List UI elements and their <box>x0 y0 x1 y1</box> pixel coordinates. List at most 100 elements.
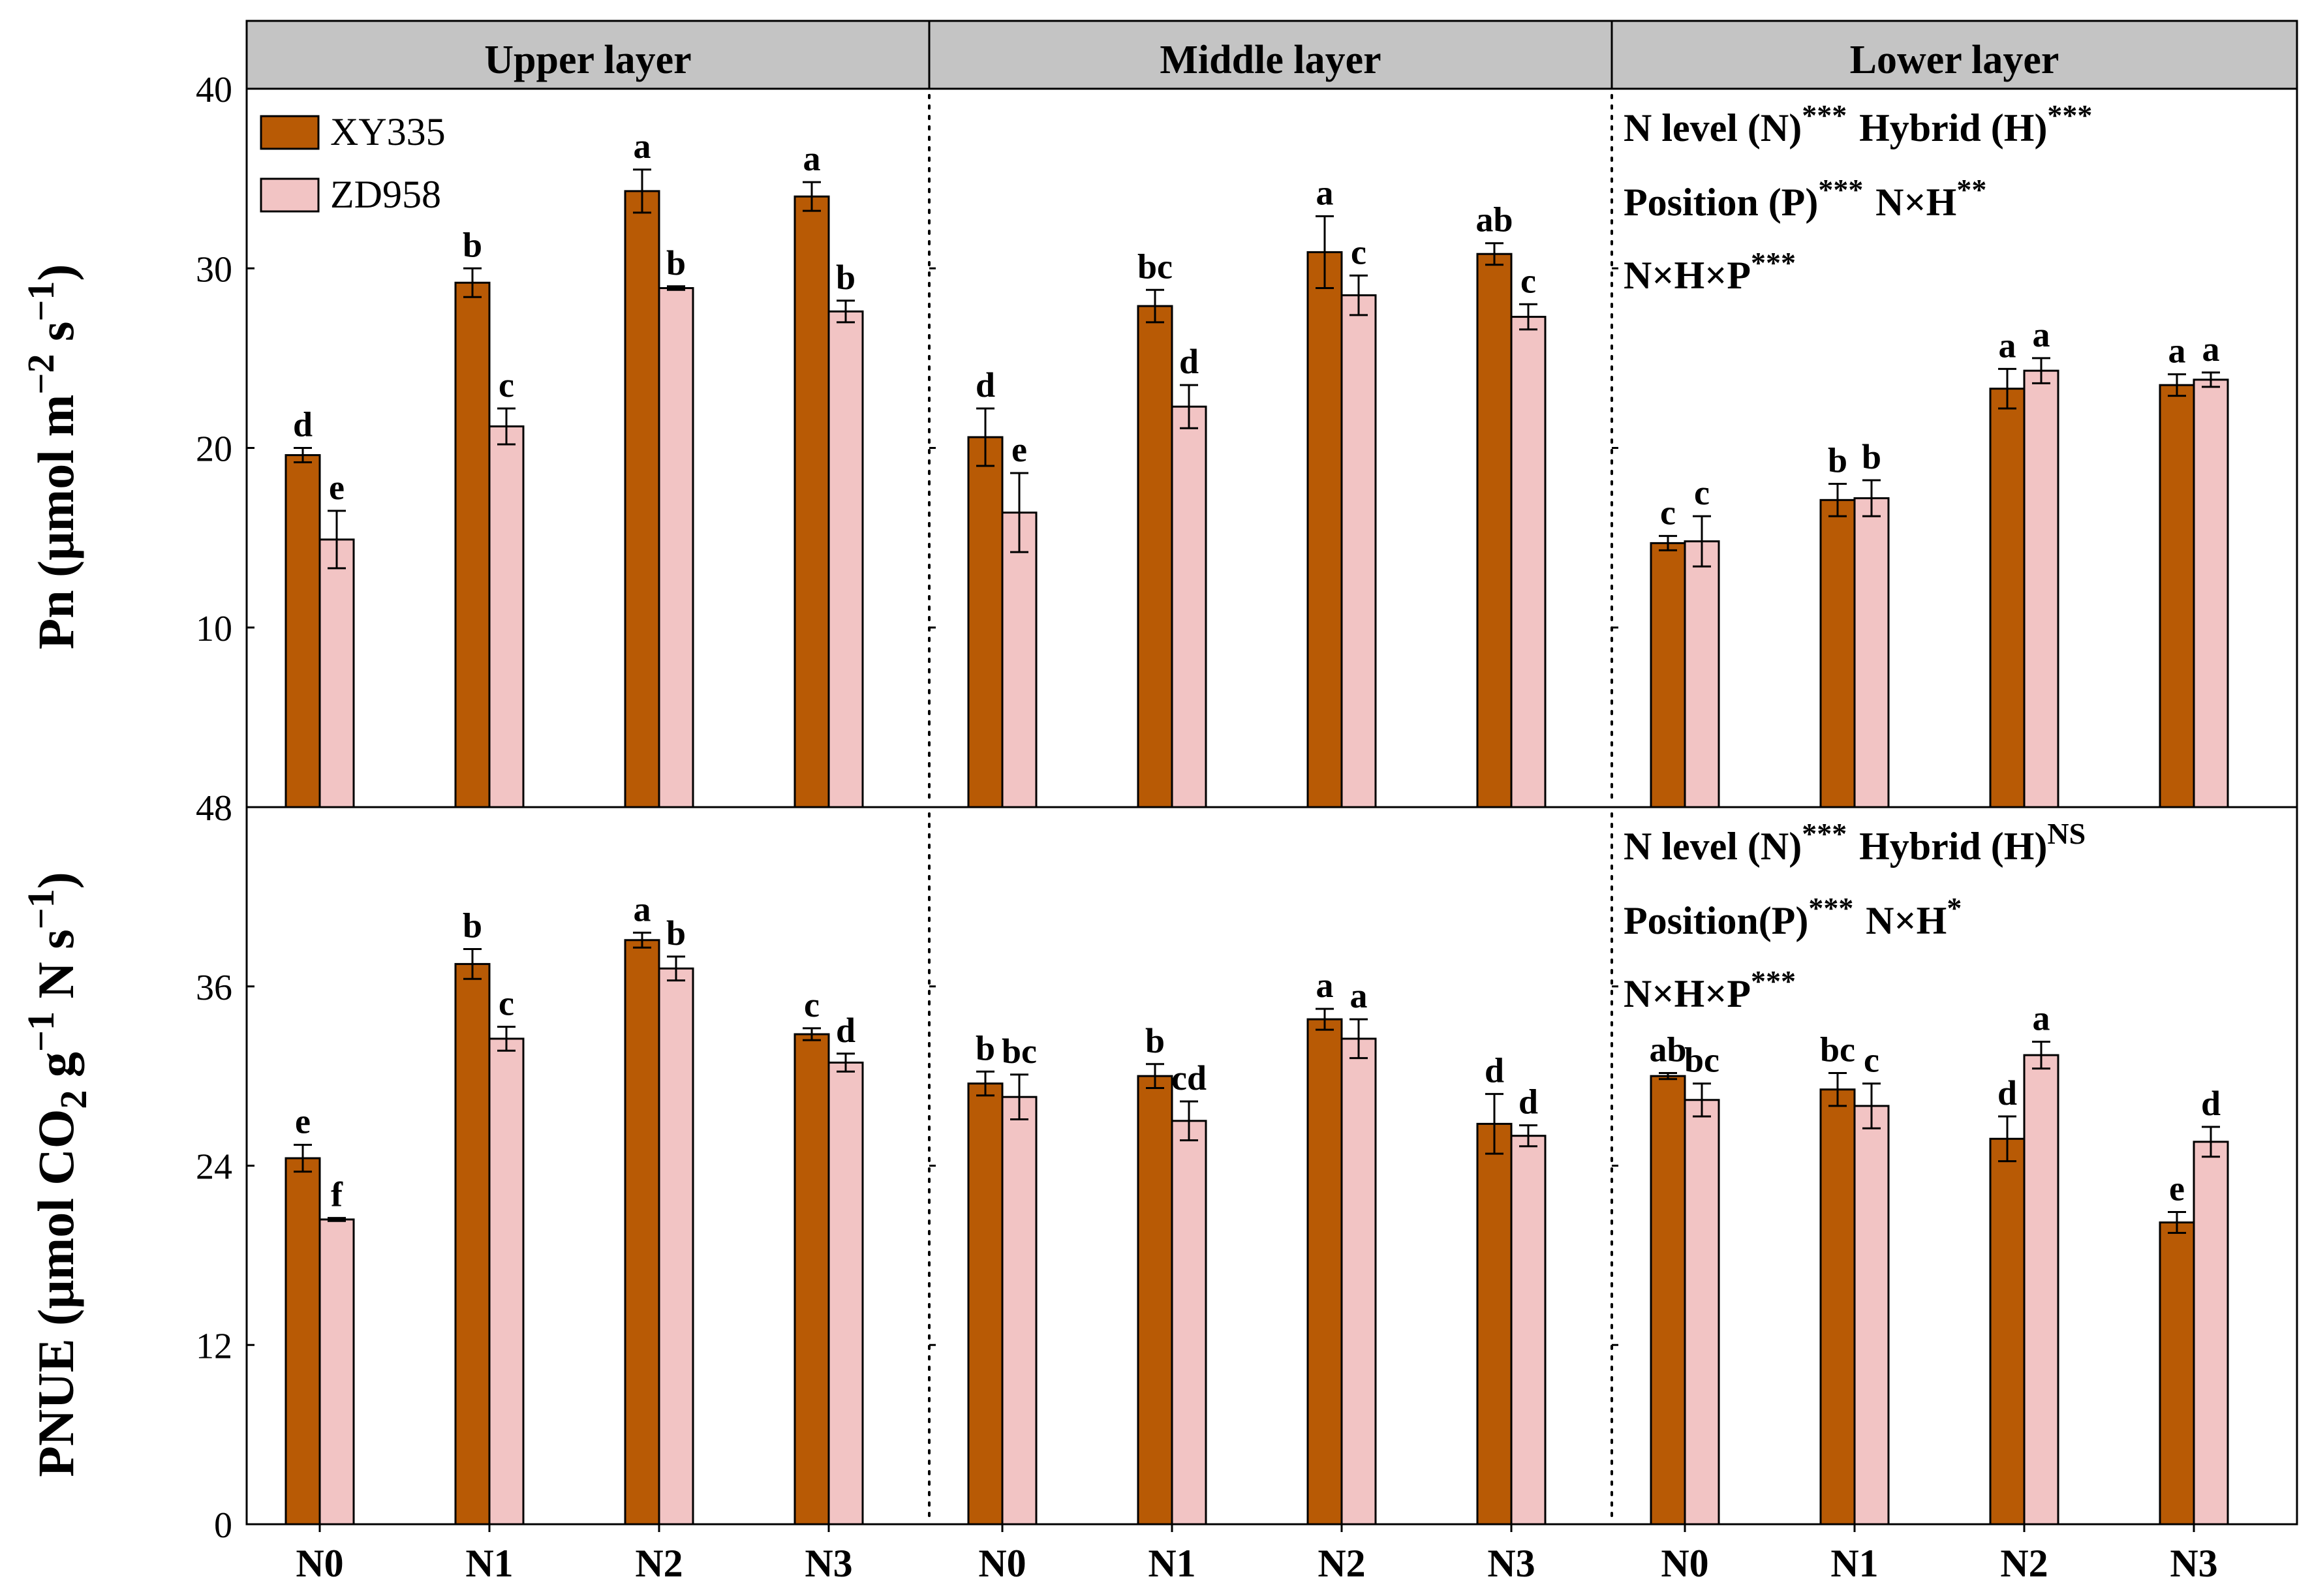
x-tick-label: N2 <box>2000 1542 2048 1585</box>
layer-headers: Upper layer Middle layer Lower layer <box>245 20 2298 90</box>
bar-zd958-n3 <box>2193 1141 2229 1526</box>
significance-letter: c <box>1351 232 1366 271</box>
x-tick-label: N3 <box>805 1542 852 1585</box>
significance-letter: d <box>1518 1082 1538 1122</box>
x-axis: N0 N1 N2 N3 N0 N1 N2 N3 N0 N1 N2 N3 <box>296 1524 2218 1585</box>
anova-significance: *** <box>1751 964 1796 998</box>
significance-letter: ab <box>1649 1030 1686 1069</box>
significance-letter: a <box>1316 173 1334 212</box>
anova-stats-line: N level (N)*** Hybrid (H)NS <box>1624 817 2088 868</box>
anova-significance: NS <box>2047 817 2086 850</box>
bar-zd958-n1 <box>1171 1120 1207 1526</box>
legend-swatch-zd958 <box>260 177 320 213</box>
bar-zd958-n3 <box>1510 1135 1547 1526</box>
x-tick-label: N0 <box>296 1542 343 1585</box>
significance-letter: b <box>463 225 482 264</box>
significance-letter: a <box>634 889 651 928</box>
x-tick-label: N3 <box>1487 1542 1535 1585</box>
anova-significance: *** <box>2047 99 2092 132</box>
anova-term: Position (P) <box>1624 181 1818 224</box>
significance-letter: b <box>666 243 686 283</box>
legend-label-zd958: ZD958 <box>330 173 441 216</box>
significance-letter: d <box>293 405 313 444</box>
x-tick-label: N2 <box>635 1542 683 1585</box>
significance-letter: b <box>1828 441 1847 480</box>
legend: XY335 ZD958 <box>260 110 446 216</box>
anova-significance: *** <box>1802 99 1847 132</box>
bar-zd958-n0 <box>318 538 355 808</box>
anova-stats-line: N×H×P*** <box>1624 246 1798 297</box>
significance-letter: e <box>329 468 345 507</box>
outer-frame <box>245 20 2298 1526</box>
y-tick-label: 48 <box>196 788 232 829</box>
significance-letter: a <box>634 127 651 166</box>
significance-letter: cd <box>1171 1058 1207 1097</box>
significance-letter: ab <box>1475 200 1513 239</box>
bar-xy335-n1 <box>1819 499 1856 808</box>
significance-letter: c <box>1660 493 1676 532</box>
layer-title: Lower layer <box>1850 38 2059 82</box>
bar-xy335-n0 <box>967 436 1004 808</box>
bar-zd958-n1 <box>1853 497 1890 808</box>
bar-zd958-n1 <box>1171 405 1207 808</box>
plot-frame <box>245 20 2298 1526</box>
significance-letter: d <box>1997 1073 2017 1113</box>
y-tick-label: 12 <box>196 1326 232 1366</box>
significance-letter: c <box>804 985 820 1024</box>
significance-letter: a <box>1350 976 1368 1015</box>
bar-xy335-n3 <box>2159 384 2195 808</box>
bar-zd958-n0 <box>1684 1099 1720 1526</box>
bar-zd958-n2 <box>2023 369 2059 808</box>
bar-xy335-n1 <box>1137 1075 1173 1526</box>
significance-letter: b <box>666 913 686 953</box>
bar-xy335-n2 <box>1989 388 2026 808</box>
bar-xy335-n1 <box>454 281 491 808</box>
bar-xy335-n3 <box>794 195 830 808</box>
significance-letter: c <box>1694 473 1710 512</box>
anova-term: N level (N) <box>1624 825 1802 868</box>
anova-term: N level (N) <box>1624 106 1802 149</box>
bar-zd958-n2 <box>2023 1054 2059 1526</box>
anova-term: N×H <box>1866 181 1956 224</box>
significance-letter: d <box>976 365 995 405</box>
layer-title: Middle layer <box>1160 38 1381 82</box>
bar-xy335-n0 <box>285 454 321 808</box>
bar-zd958-n2 <box>1340 294 1377 808</box>
y-axis-label-pn: Pn (μmol m−2 s−1) <box>20 264 84 650</box>
y-tick-label: 40 <box>196 70 232 110</box>
header-bar <box>245 20 2298 90</box>
bar-xy335-n2 <box>1306 251 1343 808</box>
bar-zd958-n2 <box>1340 1037 1377 1526</box>
anova-term: Hybrid (H) <box>1849 106 2047 149</box>
x-tick-label: N3 <box>2170 1542 2217 1585</box>
y-tick-label: 36 <box>196 968 232 1008</box>
x-tick-label: N1 <box>465 1542 513 1585</box>
significance-letter: a <box>2033 315 2050 354</box>
anova-significance: *** <box>1802 817 1847 850</box>
significance-letter: bc <box>1684 1041 1719 1080</box>
legend-label-xy335: XY335 <box>330 110 446 153</box>
bar-xy335-n2 <box>624 190 660 808</box>
significance-letter: a <box>2033 998 2050 1037</box>
significance-letter: a <box>1999 326 2016 365</box>
bar-zd958-n2 <box>658 967 694 1526</box>
anova-term: N×H×P <box>1624 254 1751 297</box>
bar-zd958-n3 <box>2193 378 2229 808</box>
x-tick-label: N1 <box>1830 1542 1878 1585</box>
x-tick-label: N2 <box>1318 1542 1365 1585</box>
bar-zd958-n2 <box>658 287 694 808</box>
x-tick-label: N0 <box>1661 1542 1708 1585</box>
bar-xy335-n0 <box>967 1082 1004 1526</box>
bar-zd958-n0 <box>1001 1096 1038 1526</box>
bar-xy335-n3 <box>1476 1122 1513 1526</box>
bar-xy335-n1 <box>1819 1088 1856 1526</box>
anova-term: Position(P) <box>1624 899 1808 942</box>
significance-letter: c <box>499 365 514 405</box>
significance-letter: c <box>1864 1041 1879 1080</box>
significance-letter: d <box>1485 1051 1504 1090</box>
y-tick-label: 0 <box>214 1505 232 1546</box>
significance-letter: a <box>803 139 821 178</box>
significance-letter: d <box>2201 1084 2221 1123</box>
